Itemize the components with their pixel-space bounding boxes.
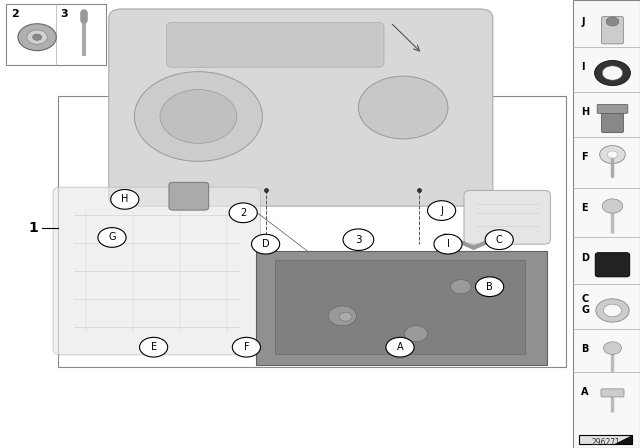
Text: H: H <box>581 107 589 117</box>
Polygon shape <box>614 435 632 444</box>
FancyBboxPatch shape <box>597 104 628 113</box>
Circle shape <box>595 60 630 86</box>
Text: J: J <box>440 206 443 215</box>
FancyBboxPatch shape <box>464 190 550 244</box>
Text: A: A <box>581 387 589 397</box>
Text: I: I <box>581 62 584 72</box>
Text: E: E <box>150 342 157 352</box>
Text: 3: 3 <box>355 235 362 245</box>
Circle shape <box>476 277 504 297</box>
Text: F: F <box>244 342 249 352</box>
FancyBboxPatch shape <box>595 253 630 277</box>
Circle shape <box>386 337 414 357</box>
Text: 1: 1 <box>28 221 38 236</box>
Circle shape <box>602 66 623 80</box>
Circle shape <box>602 199 623 213</box>
FancyBboxPatch shape <box>53 187 260 355</box>
Text: H: H <box>121 194 129 204</box>
Text: C: C <box>496 235 502 245</box>
Text: D: D <box>262 239 269 249</box>
FancyBboxPatch shape <box>169 182 209 210</box>
Polygon shape <box>256 251 547 365</box>
Text: 2: 2 <box>12 9 19 19</box>
Text: B: B <box>486 282 493 292</box>
Circle shape <box>98 228 126 247</box>
Text: C
G: C G <box>581 294 589 315</box>
Text: 296271: 296271 <box>591 438 621 447</box>
Bar <box>58 96 566 367</box>
Text: I: I <box>447 239 449 249</box>
Circle shape <box>607 151 618 158</box>
FancyBboxPatch shape <box>166 22 384 67</box>
Circle shape <box>428 201 456 220</box>
Circle shape <box>451 280 471 294</box>
Bar <box>6 4 106 65</box>
FancyBboxPatch shape <box>601 389 624 397</box>
FancyBboxPatch shape <box>109 9 493 206</box>
Circle shape <box>328 306 356 326</box>
Text: 2: 2 <box>240 208 246 218</box>
Polygon shape <box>579 435 632 444</box>
FancyBboxPatch shape <box>602 110 623 133</box>
Circle shape <box>229 203 257 223</box>
Circle shape <box>343 229 374 250</box>
Text: A: A <box>397 342 403 352</box>
Circle shape <box>111 190 139 209</box>
Circle shape <box>404 326 428 342</box>
Text: D: D <box>581 253 589 263</box>
Circle shape <box>606 17 619 26</box>
Circle shape <box>232 337 260 357</box>
Text: F: F <box>581 152 588 162</box>
Circle shape <box>18 24 56 51</box>
Circle shape <box>604 304 621 317</box>
Circle shape <box>339 312 352 321</box>
Circle shape <box>33 34 42 40</box>
Text: G: G <box>108 233 116 242</box>
Text: B: B <box>581 345 589 354</box>
Circle shape <box>485 230 513 250</box>
Circle shape <box>600 146 625 164</box>
Circle shape <box>160 90 237 143</box>
Circle shape <box>604 342 621 354</box>
Circle shape <box>434 234 462 254</box>
Circle shape <box>140 337 168 357</box>
Circle shape <box>358 76 448 139</box>
FancyBboxPatch shape <box>602 17 623 44</box>
Circle shape <box>252 234 280 254</box>
Text: J: J <box>581 17 584 27</box>
Polygon shape <box>275 260 525 354</box>
Circle shape <box>27 30 47 44</box>
Circle shape <box>596 299 629 322</box>
Circle shape <box>134 72 262 161</box>
Bar <box>573 0 640 448</box>
Text: E: E <box>581 203 588 213</box>
Text: 3: 3 <box>60 9 67 19</box>
